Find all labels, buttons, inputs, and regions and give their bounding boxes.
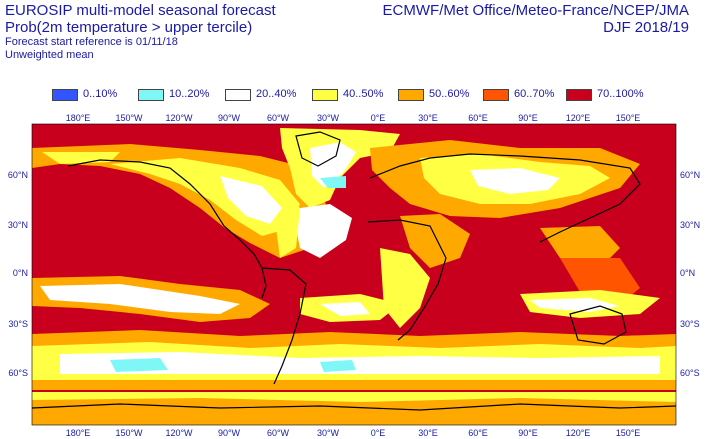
lat-label: 30°S xyxy=(680,319,700,329)
map-field xyxy=(32,124,676,425)
lon-label: 150°E xyxy=(616,113,641,123)
lon-label: 30°W xyxy=(317,428,340,438)
field-cyan-southern-2 xyxy=(320,360,356,372)
field-orange-africa-n xyxy=(400,214,470,268)
centres-label: ECMWF/Met Office/Meteo-France/NCEP/JMA xyxy=(382,2,689,19)
legend-label: 50..60% xyxy=(429,88,470,100)
header-right: ECMWF/Met Office/Meteo-France/NCEP/JMA D… xyxy=(383,2,689,36)
coast-antarctica xyxy=(32,403,676,411)
coast-eurasia xyxy=(369,153,641,243)
lon-label: 90°W xyxy=(218,428,241,438)
lon-label: 180°E xyxy=(66,113,91,123)
field-orange-antarctica xyxy=(32,398,676,425)
lat-label: 0°N xyxy=(13,268,28,278)
legend-label: 70..100% xyxy=(597,88,644,100)
legend: 0..10% 10..20% 20..40% 40..50% 50..60% 6… xyxy=(0,88,707,104)
lon-label: 0°E xyxy=(371,113,386,123)
lon-label: 150°W xyxy=(115,428,143,438)
lat-label: 60°S xyxy=(680,368,700,378)
legend-swatch xyxy=(483,89,509,101)
lon-label: 60°E xyxy=(468,428,488,438)
coast-south-america xyxy=(261,267,307,385)
legend-swatch xyxy=(398,89,424,101)
lon-label: 0°E xyxy=(371,428,386,438)
lon-label: 90°E xyxy=(518,428,538,438)
lat-label: 60°S xyxy=(8,368,28,378)
field-white-southern xyxy=(60,352,660,374)
legend-label: 20..40% xyxy=(256,88,297,100)
lon-label: 60°W xyxy=(267,113,290,123)
lon-label: 150°E xyxy=(616,428,641,438)
lon-label: 60°E xyxy=(468,113,488,123)
lon-labels-top: 180°E 150°W 120°W 90°W 60°W 30°W 0°E 30°… xyxy=(66,113,641,123)
probability-map: 180°E 150°W 120°W 90°W 60°W 30°W 0°E 30°… xyxy=(8,113,700,438)
lat-label: 30°N xyxy=(8,220,28,230)
coast-africa xyxy=(367,219,447,341)
legend-swatch xyxy=(225,89,251,101)
field-cyan-southern-1 xyxy=(110,358,168,372)
lon-label: 120°W xyxy=(165,428,193,438)
legend-label: 0..10% xyxy=(83,88,118,100)
coast-greenland xyxy=(295,131,341,167)
forecast-reference: Forecast start reference is 01/11/18 xyxy=(5,36,178,48)
lat-label: 60°N xyxy=(680,170,700,180)
lon-label: 30°E xyxy=(418,428,438,438)
lon-label: 120°E xyxy=(566,113,591,123)
coastlines xyxy=(32,131,676,411)
lon-labels-bottom: 180°E 150°W 120°W 90°W 60°W 30°W 0°E 30°… xyxy=(66,428,641,438)
lon-label: 60°W xyxy=(267,428,290,438)
legend-swatch xyxy=(566,89,592,101)
legend-label: 60..70% xyxy=(514,88,555,100)
lon-label: 30°W xyxy=(317,113,340,123)
lat-label: 60°N xyxy=(8,170,28,180)
coast-australia xyxy=(569,305,627,345)
field-white-na xyxy=(220,176,282,224)
lat-label: 0°N xyxy=(680,268,695,278)
lon-label: 120°E xyxy=(566,428,591,438)
field-yellow-alaska xyxy=(42,152,120,164)
lon-label: 120°W xyxy=(165,113,193,123)
field-cyan-atlantic xyxy=(320,176,346,188)
lat-labels-left: 60°N 30°N 0°N 30°S 60°S xyxy=(8,170,28,378)
legend-label: 40..50% xyxy=(343,88,384,100)
field-white-satl xyxy=(320,302,370,316)
field-white-sio xyxy=(530,298,620,312)
title-line-1: EUROSIP multi-model seasonal forecast xyxy=(5,2,276,19)
weighting-label: Unweighted mean xyxy=(5,49,94,61)
lat-label: 30°N xyxy=(680,220,700,230)
field-white-tropatl xyxy=(296,204,352,258)
map-frame xyxy=(31,123,677,426)
lon-label: 90°E xyxy=(518,113,538,123)
field-orange-asia-e xyxy=(540,226,620,268)
field-red-maritime xyxy=(560,258,640,304)
lat-label: 30°S xyxy=(8,319,28,329)
legend-label: 10..20% xyxy=(169,88,210,100)
header-left: EUROSIP multi-model seasonal forecast Pr… xyxy=(5,2,276,62)
field-yellow-tropatl xyxy=(276,200,300,258)
lon-label: 150°W xyxy=(115,113,143,123)
lon-label: 30°E xyxy=(418,113,438,123)
season-label: DJF 2018/19 xyxy=(603,19,689,36)
lat-labels-right: 60°N 30°N 0°N 30°S 60°S xyxy=(680,170,700,378)
lon-label: 90°W xyxy=(218,113,241,123)
field-white-pacific xyxy=(40,284,240,314)
legend-swatch xyxy=(138,89,164,101)
legend-swatch xyxy=(312,89,338,101)
legend-swatch xyxy=(52,89,78,101)
title-line-2: Prob(2m temperature > upper tercile) xyxy=(5,19,253,36)
lon-label: 180°E xyxy=(66,428,91,438)
coast-north-america xyxy=(67,159,267,299)
field-white-eurasia xyxy=(470,168,560,194)
field-white-atlantic xyxy=(310,142,356,188)
